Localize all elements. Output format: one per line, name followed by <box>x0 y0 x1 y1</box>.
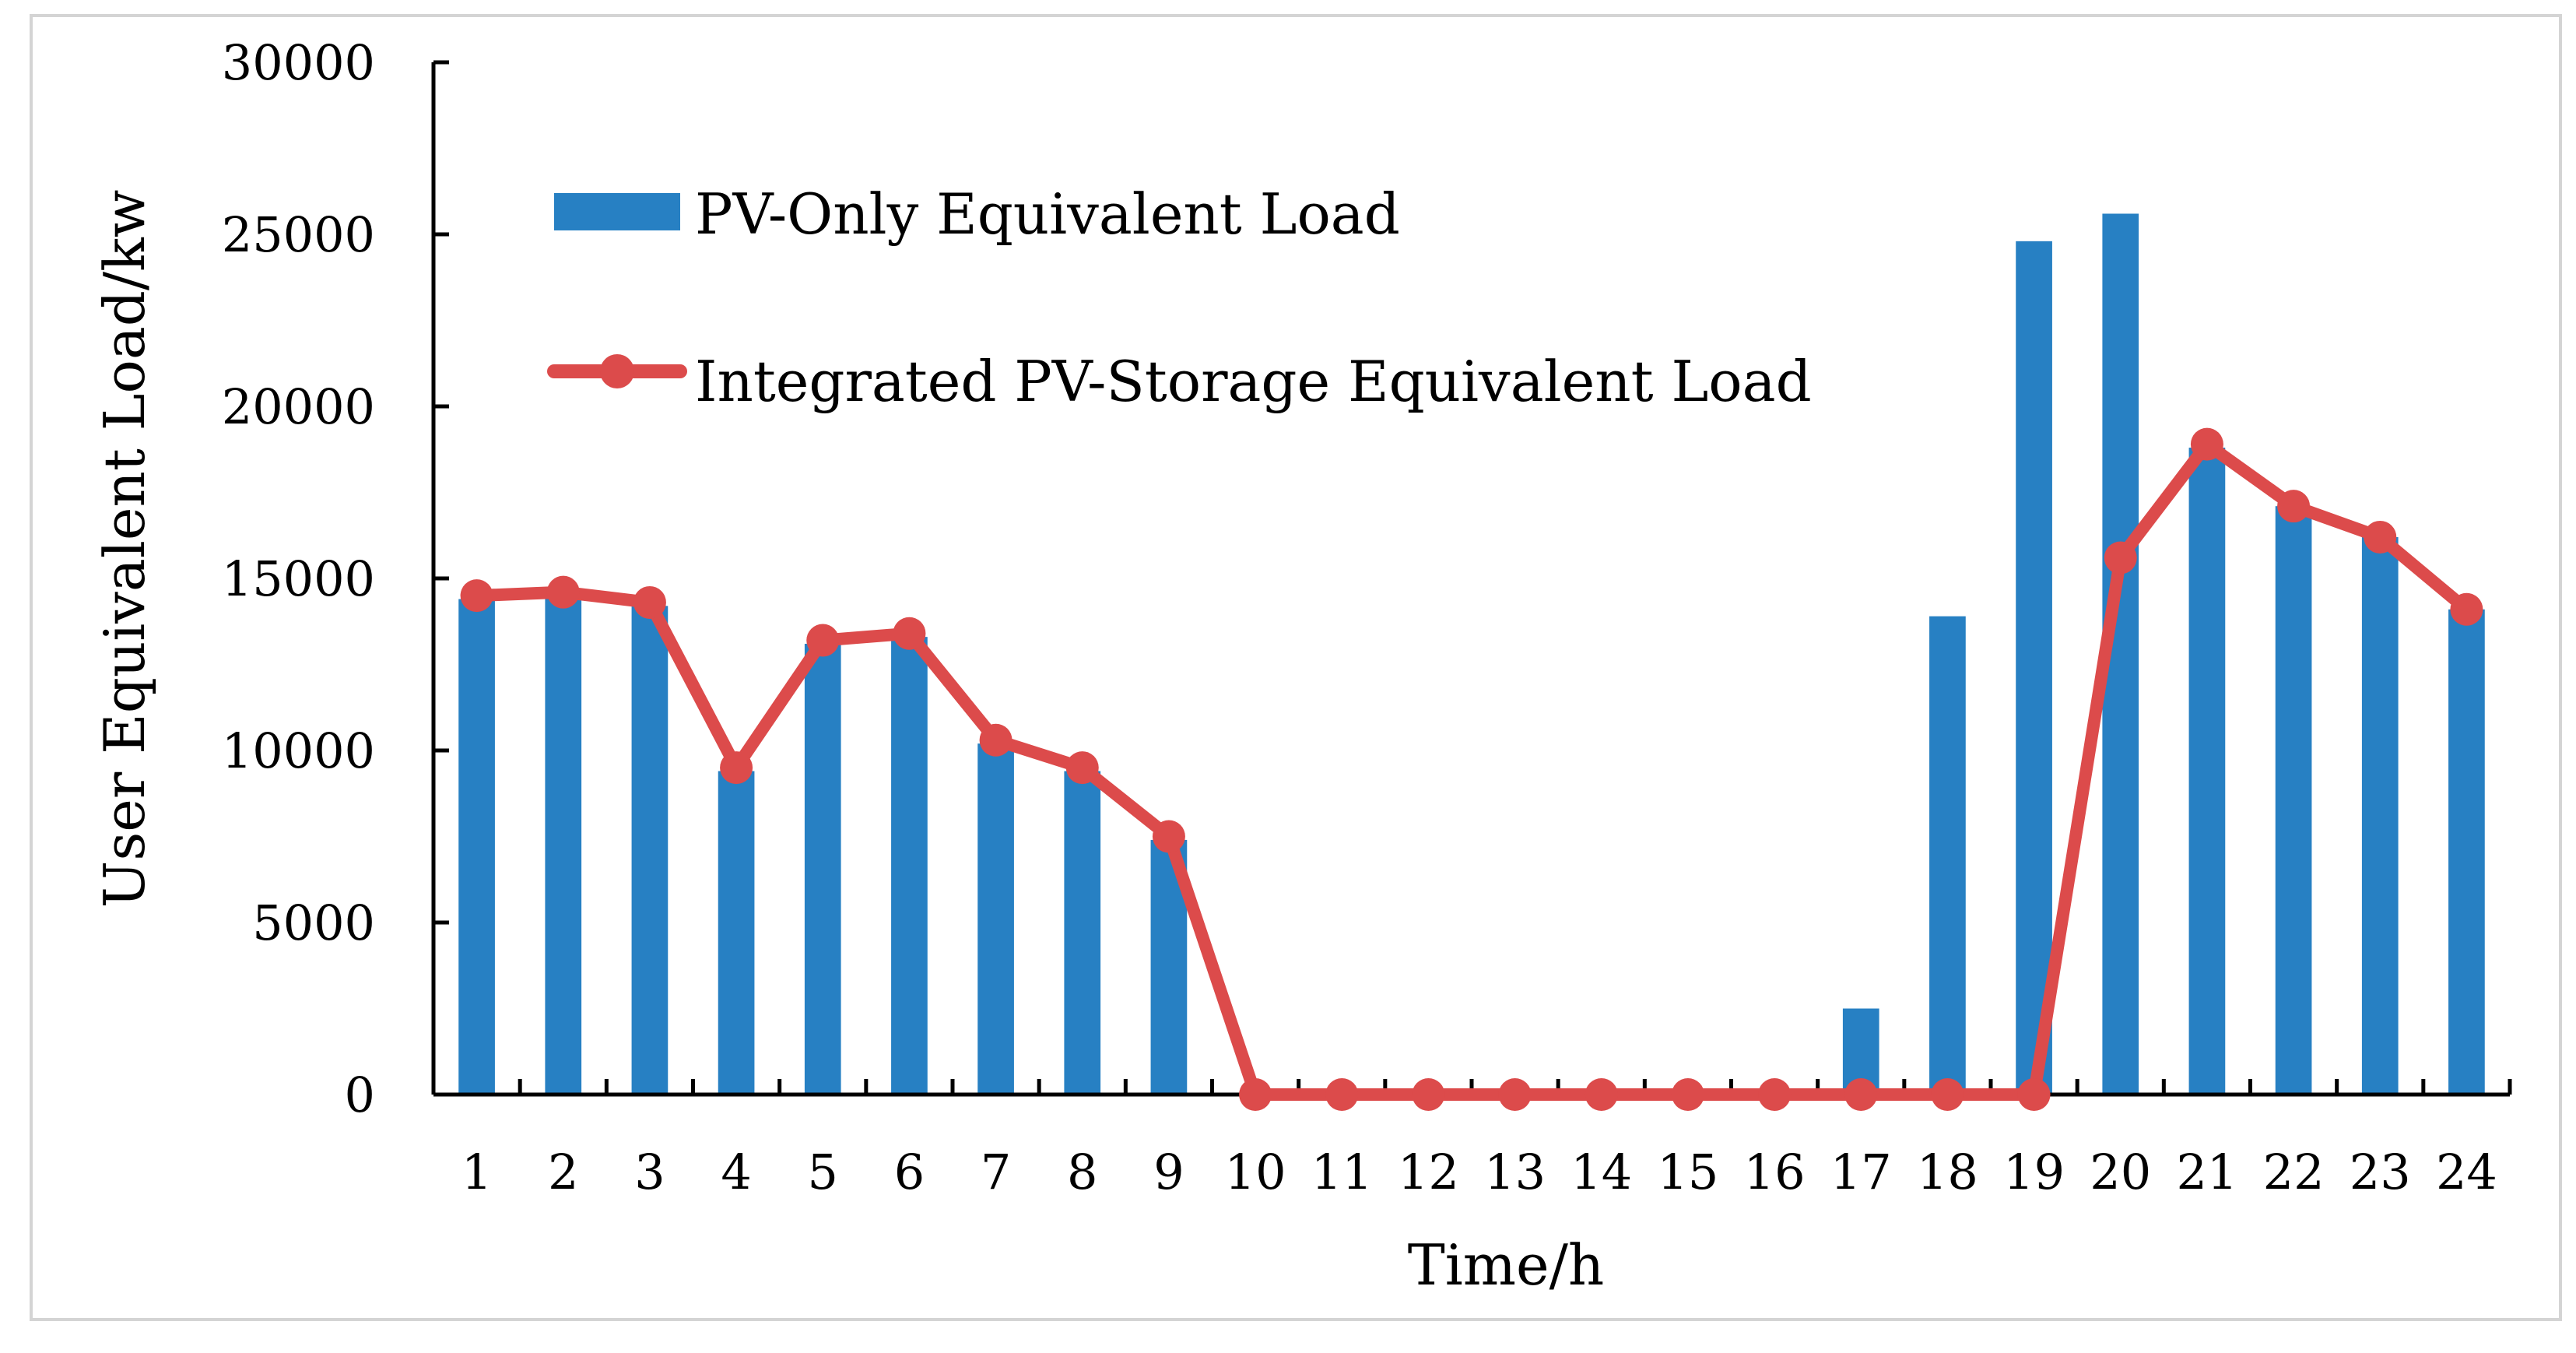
legend-bar-label: PV-Only Equivalent Load <box>695 181 1400 247</box>
line-point-16 <box>1758 1078 1792 1111</box>
bar-7 <box>977 743 1014 1095</box>
bar-21 <box>2188 448 2226 1095</box>
line-point-20 <box>2104 541 2137 575</box>
bar-6 <box>891 637 928 1095</box>
line-point-7 <box>979 723 1013 757</box>
line-point-12 <box>1412 1078 1445 1111</box>
bar-18 <box>1929 616 1966 1095</box>
legend-line-label: Integrated PV-Storage Equivalent Load <box>695 349 1812 414</box>
line-point-9 <box>1152 820 1185 853</box>
line-point-1 <box>460 579 493 613</box>
x-tick-label: 18 <box>1917 1144 1978 1200</box>
line-point-24 <box>2450 592 2483 626</box>
y-tick-label: 20000 <box>222 378 375 435</box>
x-tick-label: 24 <box>2436 1144 2497 1200</box>
x-tick-label: 5 <box>808 1144 838 1200</box>
x-tick-label: 22 <box>2263 1144 2325 1200</box>
chart-border <box>30 14 2562 1321</box>
bar-8 <box>1064 771 1101 1095</box>
line-point-10 <box>1239 1078 1272 1111</box>
line-point-19 <box>2017 1078 2051 1111</box>
x-tick-label: 9 <box>1153 1144 1184 1200</box>
x-tick-label: 6 <box>894 1144 925 1200</box>
line-point-21 <box>2190 427 2223 461</box>
bar-2 <box>545 592 582 1095</box>
x-tick-label: 14 <box>1571 1144 1632 1200</box>
line-path <box>470 438 2473 1101</box>
line-point-11 <box>1325 1078 1359 1111</box>
line-point-4 <box>720 751 753 785</box>
bar-23 <box>2361 536 2399 1095</box>
legend: PV-Only Equivalent Load Integrated PV-St… <box>547 181 1812 414</box>
bar-24 <box>2448 609 2485 1095</box>
line-series <box>460 427 2483 1111</box>
y-tick-label: 15000 <box>222 550 375 607</box>
bar-5 <box>804 643 841 1095</box>
x-axis-title: Time/h <box>1408 1232 1605 1298</box>
line-point-15 <box>1671 1078 1704 1111</box>
bar-22 <box>2275 506 2312 1095</box>
line-point-8 <box>1065 751 1099 785</box>
legend-bar-swatch <box>554 193 680 230</box>
line-point-23 <box>2364 520 2397 554</box>
line-point-17 <box>1844 1078 1878 1111</box>
x-tick-label: 17 <box>1830 1144 1892 1200</box>
x-tick-label: 10 <box>1225 1144 1286 1200</box>
x-tick-label: 15 <box>1657 1144 1718 1200</box>
bar-1 <box>458 599 495 1095</box>
line-point-22 <box>2277 490 2311 523</box>
y-tick-label: 25000 <box>222 206 375 263</box>
bar-4 <box>718 771 755 1095</box>
x-tick-label: 16 <box>1744 1144 1806 1200</box>
y-tick-label: 10000 <box>222 722 375 779</box>
x-tick-label: 2 <box>548 1144 578 1200</box>
y-tick-label: 30000 <box>222 34 375 91</box>
x-tick-label: 19 <box>2003 1144 2065 1200</box>
y-tick-label: 0 <box>345 1067 375 1123</box>
line-point-13 <box>1498 1078 1532 1111</box>
x-tick-label: 21 <box>2176 1144 2237 1200</box>
legend-line-marker <box>600 354 634 388</box>
y-axis-title: User Equivalent Load/kw <box>92 190 157 908</box>
line-point-3 <box>633 585 666 619</box>
x-tick-label: 3 <box>634 1144 665 1200</box>
x-tick-label: 7 <box>981 1144 1011 1200</box>
x-tick-label: 13 <box>1484 1144 1546 1200</box>
x-tick-label: 20 <box>2090 1144 2151 1200</box>
line-point-14 <box>1585 1078 1618 1111</box>
bar-19 <box>2016 241 2052 1095</box>
x-tick-label: 12 <box>1398 1144 1459 1200</box>
x-tick-label: 1 <box>462 1144 492 1200</box>
x-tick-label: 4 <box>721 1144 751 1200</box>
x-tick-label: 8 <box>1067 1144 1097 1200</box>
line-point-6 <box>893 617 926 650</box>
x-tick-label: 11 <box>1311 1144 1373 1200</box>
line-point-18 <box>1931 1078 1964 1111</box>
line-point-2 <box>546 575 580 609</box>
x-tick-label: 23 <box>2350 1144 2411 1200</box>
y-tick-label: 5000 <box>252 894 375 951</box>
line-point-5 <box>806 624 840 657</box>
bar-3 <box>631 606 669 1095</box>
